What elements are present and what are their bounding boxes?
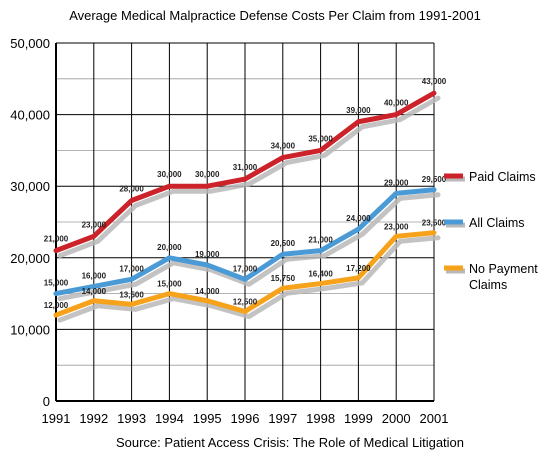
- series-line-nopay: [53, 230, 437, 318]
- y-tick-label: 20,000: [10, 251, 50, 266]
- data-label: 35,000: [308, 134, 333, 143]
- x-tick-label: 1991: [42, 411, 71, 426]
- data-label: 23,000: [82, 220, 107, 229]
- data-label: 19,000: [195, 250, 220, 259]
- data-label: 30,000: [157, 170, 182, 179]
- data-label: 12,000: [44, 301, 69, 310]
- y-tick-label: 40,000: [10, 108, 50, 123]
- data-label: 17,200: [346, 264, 371, 273]
- series-shadow-paid: [57, 95, 441, 259]
- x-tick-label: 2000: [382, 411, 411, 426]
- axis-ticks: 0 10,000 20,000 30,000 40,000 50,000 1991 1992 1…: [10, 36, 448, 426]
- y-tick-label: 10,000: [10, 322, 50, 337]
- x-tick-label: 1995: [193, 411, 222, 426]
- legend: Paid Claims All Claims No Payment Claims: [444, 170, 538, 292]
- x-tick-label: 1999: [344, 411, 373, 426]
- data-label: 34,000: [271, 142, 296, 151]
- legend-label-paid: Paid Claims: [469, 170, 536, 184]
- data-label: 43,000: [422, 77, 447, 86]
- data-labels: 21,000 23,000 28,000 30,000 30,000 31,000 34,0…: [44, 77, 447, 310]
- legend-label-all: All Claims: [469, 216, 525, 230]
- x-tick-label: 1998: [306, 411, 335, 426]
- source-caption: Source: Patient Access Crisis: The Role …: [116, 435, 464, 450]
- y-tick-label: 0: [43, 394, 50, 409]
- data-label: 24,000: [346, 214, 371, 223]
- x-tick-label: 1993: [117, 411, 146, 426]
- series-lines: [53, 90, 437, 318]
- data-label: 17,000: [119, 264, 144, 273]
- series-shadows: [57, 95, 441, 323]
- legend-label-nopay: Claims: [469, 278, 507, 292]
- series-line-all: [53, 187, 437, 297]
- data-label: 16,400: [308, 270, 333, 279]
- data-label: 12,500: [233, 298, 258, 307]
- data-label: 15,000: [157, 280, 182, 289]
- x-tick-label: 2001: [420, 411, 449, 426]
- grid: [55, 42, 435, 402]
- data-label: 28,000: [119, 185, 144, 194]
- data-label: 21,000: [308, 236, 333, 245]
- data-label: 14,000: [195, 287, 220, 296]
- x-tick-label: 1992: [79, 411, 108, 426]
- legend-label-nopay: No Payment: [469, 262, 538, 276]
- data-label: 13,500: [119, 290, 144, 299]
- data-label: 30,000: [195, 170, 220, 179]
- data-label: 39,000: [346, 106, 371, 115]
- data-label: 23,500: [422, 219, 447, 228]
- data-label: 20,000: [157, 243, 182, 252]
- data-label: 15,000: [44, 279, 69, 288]
- data-label: 29,000: [384, 178, 409, 187]
- chart-title: Average Medical Malpractice Defense Cost…: [69, 8, 481, 23]
- data-label: 14,000: [82, 287, 107, 296]
- data-label: 29,500: [422, 175, 447, 184]
- series-line-paid: [53, 90, 437, 254]
- series-shadow-nopay: [57, 235, 441, 323]
- data-label: 31,000: [233, 163, 258, 172]
- data-label: 17,000: [233, 264, 258, 273]
- y-tick-label: 50,000: [10, 36, 50, 51]
- x-tick-label: 1994: [155, 411, 184, 426]
- data-label: 40,000: [384, 99, 409, 108]
- x-tick-label: 1997: [268, 411, 297, 426]
- x-tick-label: 1996: [231, 411, 260, 426]
- data-label: 15,750: [271, 274, 296, 283]
- data-label: 16,000: [82, 271, 107, 280]
- y-tick-label: 30,000: [10, 179, 50, 194]
- data-label: 23,000: [384, 222, 409, 231]
- data-label: 20,500: [271, 239, 296, 248]
- data-label: 21,000: [44, 235, 69, 244]
- series-shadow-all: [57, 192, 441, 302]
